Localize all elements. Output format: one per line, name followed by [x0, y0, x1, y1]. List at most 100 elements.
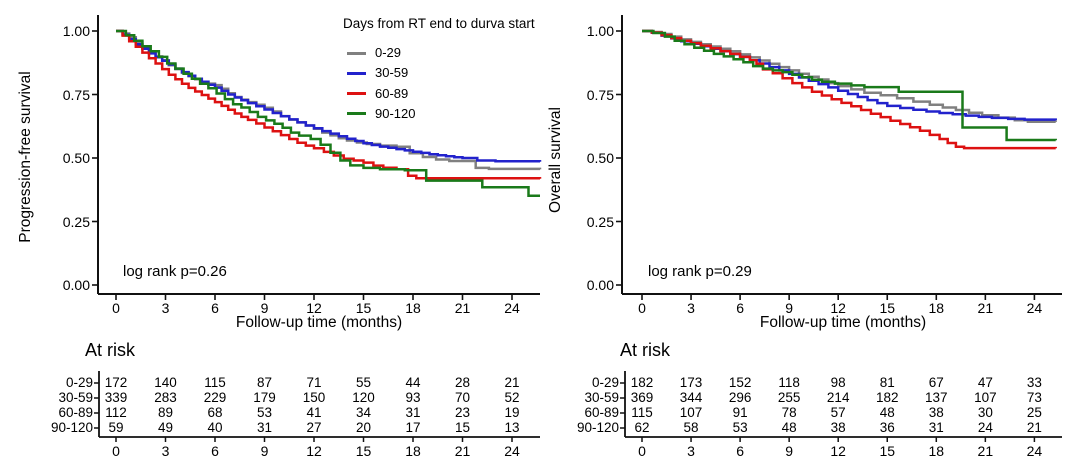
at-risk-x-tick-label: 0	[112, 443, 120, 459]
y-tick-label: 0.25	[586, 213, 614, 230]
y-tick-label: 0.25	[62, 213, 90, 230]
x-tick-label: 24	[504, 300, 520, 316]
os-y-axis-title: Overall survival	[547, 107, 564, 213]
at-risk-x-tick-label: 3	[687, 443, 695, 459]
at-risk-count: 152	[728, 375, 752, 390]
x-tick-label: 21	[454, 300, 471, 316]
at-risk-count: 112	[105, 405, 127, 420]
at-risk-count: 27	[306, 420, 322, 435]
y-tick-label: 0.00	[62, 277, 90, 293]
x-tick-label: 6	[736, 300, 744, 316]
at-risk-count: 71	[306, 375, 322, 390]
at-risk-count: 52	[504, 390, 520, 405]
at-risk-row-label: 30-59	[584, 390, 619, 405]
at-risk-count: 93	[405, 390, 421, 405]
x-tick-label: 12	[830, 300, 846, 316]
y-tick-label: 0.75	[62, 86, 90, 103]
at-risk-count: 283	[154, 390, 177, 405]
x-tick-label: 15	[879, 300, 896, 316]
survival-curve-60-89	[116, 29, 542, 180]
at-risk-count: 369	[630, 390, 654, 405]
x-tick-label: 12	[306, 300, 322, 316]
legend-item-label: 0-29	[375, 45, 402, 60]
survival-curve-30-59	[116, 29, 542, 163]
at-risk-count: 15	[454, 420, 471, 435]
survival-curve-90-120	[642, 29, 1057, 142]
at-risk-x-tick-label: 21	[454, 443, 471, 459]
at-risk-count: 58	[683, 420, 699, 435]
at-risk-x-tick-label: 9	[260, 443, 269, 459]
legend-item-label: 90-120	[375, 105, 416, 121]
at-risk-count: 182	[630, 375, 654, 390]
at-risk-row-label: 60-89	[58, 405, 93, 420]
at-risk-count: 40	[207, 420, 223, 435]
survival-curve-0-29	[116, 29, 542, 171]
y-tick-label: 1.00	[586, 23, 614, 39]
at-risk-count: 107	[679, 405, 703, 420]
at-risk-row-label: 90-120	[576, 420, 619, 435]
at-risk-count: 25	[1026, 405, 1042, 420]
x-tick-label: 9	[260, 300, 269, 316]
at-risk-count: 73	[1026, 390, 1042, 405]
at-risk-count: 120	[352, 390, 375, 405]
at-risk-row-label: 0-29	[591, 375, 619, 390]
at-risk-count: 214	[826, 390, 850, 405]
at-risk-count: 98	[830, 375, 846, 390]
at-risk-x-tick-label: 18	[405, 443, 421, 459]
legend-title: Days from RT end to durva start	[343, 16, 535, 31]
x-tick-label: 0	[112, 300, 120, 316]
at-risk-count: 91	[732, 405, 748, 420]
x-tick-label: 21	[977, 300, 994, 316]
at-risk-x-tick-label: 15	[355, 443, 372, 459]
at-risk-count: 38	[928, 405, 944, 420]
at-risk-count: 47	[977, 375, 993, 390]
at-risk-count: 31	[256, 420, 273, 435]
y-tick-label: 0.75	[586, 86, 614, 103]
at-risk-x-tick-label: 3	[161, 443, 170, 459]
at-risk-count: 36	[879, 420, 895, 435]
at-risk-count: 31	[928, 420, 944, 435]
at-risk-count: 48	[781, 420, 797, 435]
at-risk-count: 24	[977, 420, 993, 435]
os-at-risk-header: At risk	[620, 340, 671, 360]
at-risk-count: 30	[977, 405, 993, 420]
x-tick-label: 18	[405, 300, 421, 316]
at-risk-count: 55	[355, 375, 372, 390]
at-risk-count: 78	[781, 405, 797, 420]
at-risk-x-tick-label: 9	[785, 443, 794, 459]
at-risk-count: 13	[504, 420, 520, 435]
at-risk-x-tick-label: 0	[638, 443, 646, 459]
y-tick-label: 0.00	[586, 277, 614, 293]
at-risk-count: 67	[928, 375, 944, 390]
at-risk-count: 89	[157, 405, 174, 420]
at-risk-count: 23	[454, 405, 471, 420]
at-risk-count: 150	[302, 390, 326, 405]
at-risk-count: 339	[104, 390, 128, 405]
at-risk-count: 53	[732, 420, 748, 435]
at-risk-row-label: 90-120	[50, 420, 93, 435]
at-risk-count: 44	[405, 375, 421, 390]
y-tick-label: 0.50	[586, 150, 614, 166]
at-risk-count: 57	[830, 405, 846, 420]
x-tick-label: 0	[638, 300, 646, 316]
x-tick-label: 24	[1026, 300, 1043, 316]
x-tick-label: 18	[928, 300, 945, 316]
legend-swatch-60-89	[347, 92, 366, 96]
at-risk-count: 68	[207, 405, 223, 420]
at-risk-count: 229	[203, 390, 227, 405]
at-risk-row-label: 0-29	[65, 375, 93, 390]
at-risk-count: 81	[879, 375, 895, 390]
x-tick-label: 3	[161, 300, 170, 316]
at-risk-x-tick-label: 6	[736, 443, 744, 459]
at-risk-count: 28	[454, 375, 471, 390]
at-risk-count: 107	[974, 390, 997, 405]
legend-swatch-30-59	[347, 71, 366, 75]
legend-swatch-90-120	[347, 112, 366, 116]
at-risk-count: 118	[778, 375, 800, 390]
at-risk-count: 296	[728, 390, 752, 405]
at-risk-x-tick-label: 18	[928, 443, 945, 459]
at-risk-count: 38	[830, 420, 846, 435]
at-risk-count: 115	[204, 375, 226, 390]
legend-item-label: 60-89	[375, 85, 409, 101]
